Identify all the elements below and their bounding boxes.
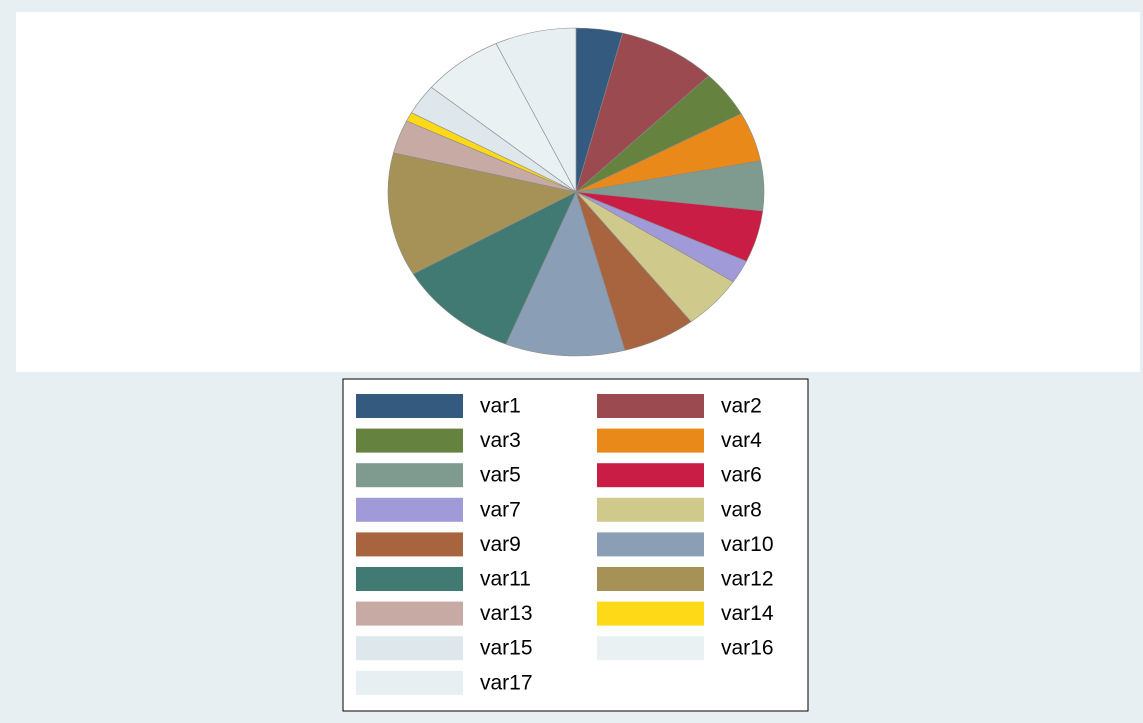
legend-label: var1	[480, 395, 521, 418]
legend-label: var17	[480, 671, 533, 694]
slice	[387, 152, 577, 275]
legend-key	[356, 497, 463, 522]
legend-label: var8	[721, 498, 762, 521]
legend-key	[356, 601, 463, 626]
legend-label: var13	[480, 602, 533, 625]
legend-label: var10	[721, 533, 774, 556]
legend-key	[597, 601, 704, 626]
legend-key	[356, 670, 463, 695]
slice	[412, 191, 577, 345]
legend-key	[597, 636, 704, 661]
legend-label: var15	[480, 637, 533, 660]
legend-key	[597, 497, 704, 522]
legend-items: var1 var2 var3 var4 var5 var6 var7 var8 var9 var1…	[356, 394, 774, 695]
slice	[495, 27, 577, 193]
legend-key	[356, 428, 463, 453]
legend-key	[597, 394, 704, 418]
legend-label: var6	[721, 464, 762, 487]
legend-label: var9	[480, 533, 521, 556]
legend-label: var3	[480, 429, 521, 452]
slice	[575, 32, 710, 193]
legend-label: var7	[480, 498, 521, 521]
legend-key	[356, 532, 463, 557]
legend-key	[597, 463, 704, 488]
legend-key	[597, 567, 704, 591]
legend-label: var12	[721, 568, 774, 591]
legend-key	[356, 567, 463, 591]
legend-label: var14	[721, 602, 774, 625]
legend-label: var4	[721, 429, 762, 452]
legend-label: var11	[480, 568, 531, 591]
legend-key	[356, 463, 463, 488]
legend-label: var2	[721, 395, 762, 418]
legend-label: var16	[721, 637, 774, 660]
legend-key	[597, 532, 704, 557]
legend-key	[356, 394, 463, 418]
legend-key	[356, 636, 463, 661]
legend-label: var5	[480, 464, 521, 487]
legend-key	[597, 428, 704, 453]
pie	[387, 27, 765, 357]
slice	[505, 191, 626, 357]
